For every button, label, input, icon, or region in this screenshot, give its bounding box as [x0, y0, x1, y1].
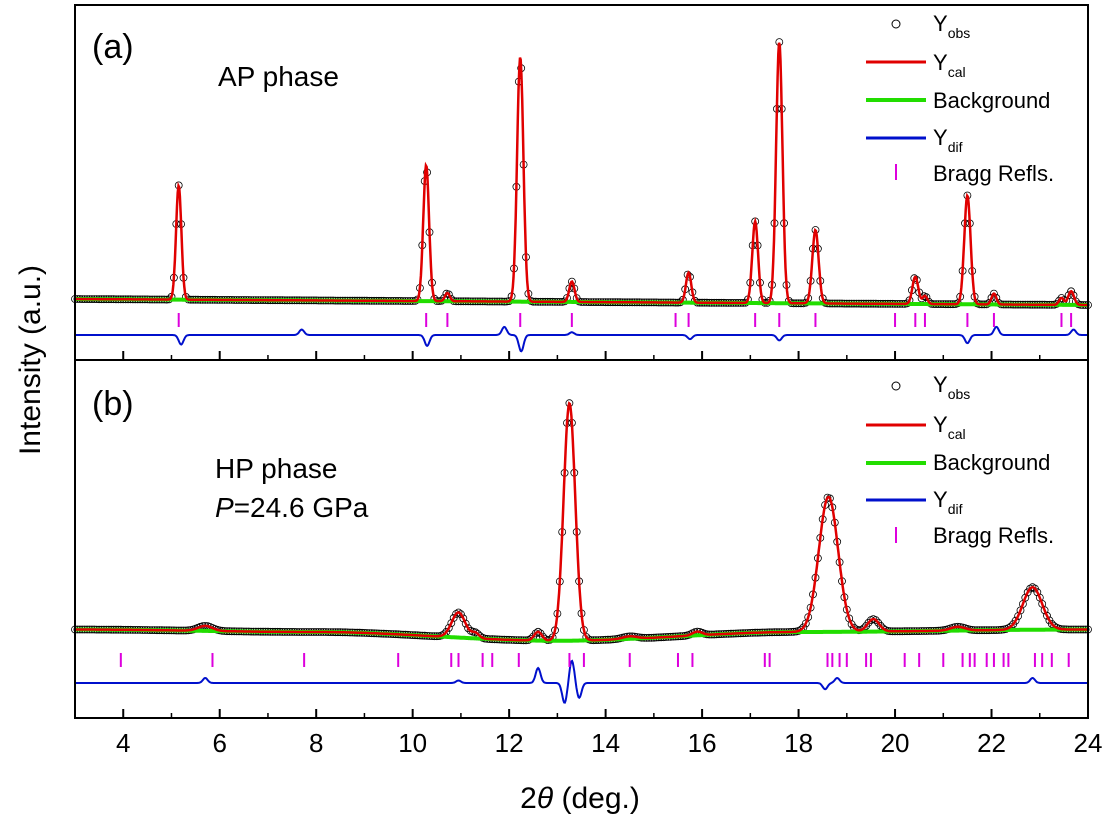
legend-b-bragg-text: Bragg Refls.	[933, 523, 1054, 548]
legend-b-cal-text: Ycal	[933, 412, 966, 442]
x-tick-label: 20	[881, 728, 910, 758]
legend-b-bkg-text: Background	[933, 450, 1050, 475]
pressure-symbol: P	[215, 492, 234, 523]
legend-a-dif-text: Ydif	[933, 125, 963, 155]
panel-a	[71, 38, 1092, 353]
obs-point	[1028, 583, 1037, 592]
legend-b: Yobs Ycal Background Ydif Bragg Refls.	[866, 372, 1054, 548]
legend-a-bragg-text: Bragg Refls.	[933, 161, 1054, 186]
panel-b-pressure: P=24.6 GPa	[215, 492, 369, 523]
calc-line	[75, 401, 1088, 642]
x-axis-label-suffix: (deg.)	[553, 782, 640, 815]
panel-b-frame	[74, 359, 1089, 719]
obs-point	[459, 614, 468, 623]
x-axis-ticks: 4 6 8 10 12 14 16 18 20 22 24	[74, 351, 1103, 758]
x-tick-label: 24	[1074, 728, 1103, 758]
x-axis-label-symbol: θ	[537, 782, 554, 815]
legend-a-bkg-text: Background	[933, 88, 1050, 113]
obs-point	[454, 608, 463, 617]
diff-line	[75, 659, 1088, 704]
obs-point	[1021, 593, 1030, 602]
y-axis-label: Intensity (a.u.)	[14, 265, 47, 455]
x-tick-label: 22	[977, 728, 1006, 758]
panel-a-phase: AP phase	[218, 61, 339, 92]
pressure-value: =24.6 GPa	[234, 492, 369, 523]
panel-b	[71, 399, 1092, 704]
obs-point	[534, 627, 542, 636]
obs-point	[447, 619, 456, 627]
calc-line	[75, 42, 1088, 307]
x-tick-label: 14	[591, 728, 620, 758]
legend-b-obs-marker	[891, 381, 901, 391]
legend-b-obs-text: Yobs	[933, 372, 970, 402]
panel-b-label: (b)	[92, 385, 134, 423]
x-tick-label: 10	[398, 728, 427, 758]
obs-point	[1043, 611, 1051, 620]
obs-point	[444, 624, 453, 632]
obs-point	[876, 621, 885, 630]
legend-a-obs-marker	[891, 19, 901, 29]
panel-a-label: (a)	[92, 28, 134, 66]
legend-a: Yobs Ycal Background Ydif Bragg Refls.	[866, 11, 1054, 186]
legend-b-dif-text: Ydif	[933, 487, 963, 517]
x-tick-label: 18	[784, 728, 813, 758]
x-tick-label: 12	[495, 728, 524, 758]
x-tick-label: 8	[309, 728, 323, 758]
obs-point	[1047, 620, 1056, 628]
obs-point	[568, 277, 576, 286]
obs-point	[917, 294, 926, 303]
x-tick-label: 6	[212, 728, 226, 758]
obs-point	[1033, 588, 1042, 597]
obs-point	[1014, 612, 1022, 620]
obs-point	[1057, 294, 1066, 302]
legend-a-obs-text: Yobs	[933, 11, 970, 41]
x-tick-label: 16	[688, 728, 717, 758]
x-tick-label: 4	[116, 728, 130, 758]
obs-point	[461, 619, 470, 628]
panel-b-phase: HP phase	[215, 453, 337, 484]
obs-point	[1040, 606, 1049, 615]
obs-point	[449, 614, 458, 622]
obs-point	[1067, 287, 1075, 296]
legend-a-cal-text: Ycal	[933, 50, 966, 80]
x-axis-label-prefix: 2	[520, 782, 537, 815]
diff-line	[75, 325, 1088, 353]
obs-point	[1011, 616, 1020, 625]
obs-point	[864, 618, 873, 627]
x-axis-label: 2θ (deg.)	[520, 782, 640, 815]
obs-point	[990, 289, 998, 298]
